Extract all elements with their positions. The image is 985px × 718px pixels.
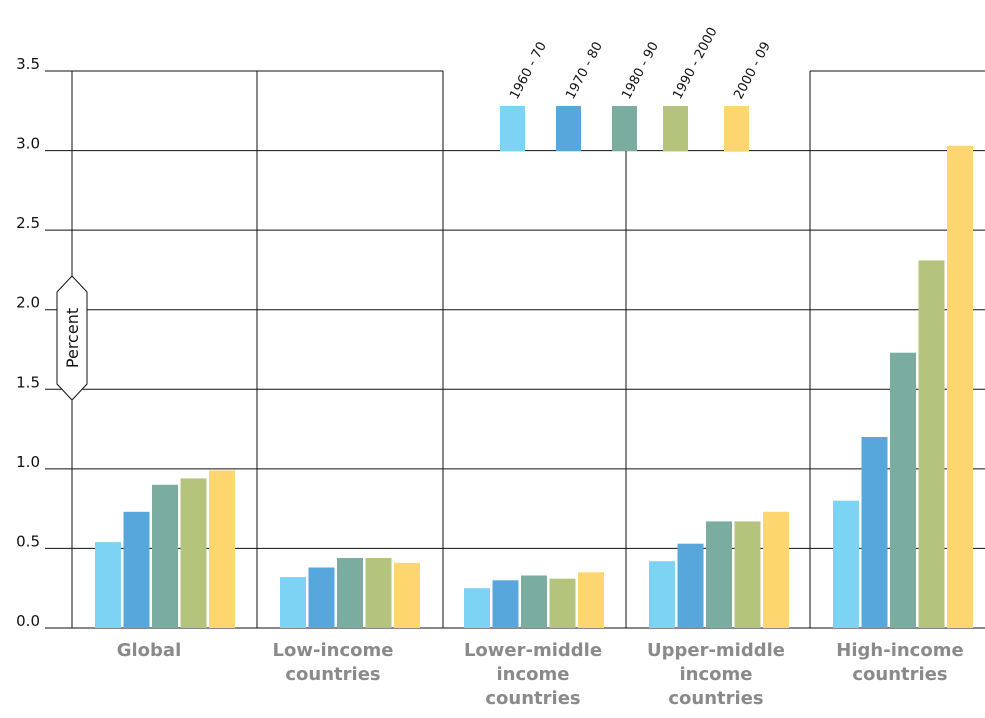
bar bbox=[394, 562, 420, 628]
category-label: Low-income bbox=[273, 640, 394, 661]
y-tick-label: 3.5 bbox=[16, 55, 40, 73]
legend-label: 1990 - 2000 bbox=[670, 25, 720, 102]
y-tick-label: 3.0 bbox=[16, 135, 40, 153]
bar bbox=[861, 437, 888, 628]
category-dividers bbox=[71, 71, 811, 628]
bar bbox=[152, 484, 178, 628]
legend-label: 2000 - 09 bbox=[731, 40, 774, 102]
bar bbox=[890, 352, 916, 628]
legend-swatch bbox=[500, 106, 525, 151]
y-tick-label: 1.5 bbox=[16, 373, 40, 391]
category-label: countries bbox=[852, 664, 947, 685]
category-label: countries bbox=[668, 688, 763, 709]
bar bbox=[337, 558, 363, 628]
bars bbox=[95, 145, 973, 629]
category-label: income bbox=[680, 664, 753, 685]
y-axis-label: Percent bbox=[63, 308, 82, 368]
bar bbox=[649, 561, 675, 628]
legend-swatch bbox=[612, 106, 637, 151]
bar bbox=[521, 575, 547, 628]
category-label: countries bbox=[285, 664, 380, 685]
bar bbox=[492, 580, 519, 628]
bar bbox=[763, 511, 789, 628]
legend: 1960 - 70 1970 - 80 1980 - 90 1990 - 2000 20… bbox=[500, 25, 774, 151]
category-label: Global bbox=[117, 640, 182, 661]
bar bbox=[947, 145, 973, 629]
bar bbox=[706, 521, 732, 628]
legend-swatch bbox=[724, 106, 749, 151]
legend-swatch bbox=[663, 106, 688, 151]
bar bbox=[209, 470, 235, 628]
bar bbox=[677, 543, 704, 628]
category-label: High-income bbox=[836, 640, 963, 661]
bar bbox=[464, 588, 490, 628]
bar bbox=[180, 478, 207, 628]
legend-label: 1970 - 80 bbox=[563, 40, 606, 102]
bar bbox=[95, 542, 121, 628]
y-tick-label: 2.5 bbox=[16, 214, 40, 232]
category-label: countries bbox=[485, 688, 580, 709]
bar bbox=[734, 521, 761, 628]
legend-label: 1960 - 70 bbox=[507, 40, 550, 102]
y-axis-ticks: 0.0 0.5 1.0 1.5 2.0 2.5 3.0 3.5 bbox=[16, 55, 40, 630]
bar bbox=[549, 578, 576, 628]
bar bbox=[308, 567, 335, 628]
category-label: income bbox=[497, 664, 570, 685]
bar bbox=[123, 511, 150, 628]
bar bbox=[280, 577, 306, 628]
category-label: Lower-middle bbox=[464, 640, 602, 661]
y-axis-label-shape bbox=[56, 275, 88, 401]
y-tick-label: 0.0 bbox=[16, 612, 40, 630]
bar bbox=[833, 500, 859, 628]
y-tick-label: 0.5 bbox=[16, 532, 40, 550]
y-tick-label: 1.0 bbox=[16, 453, 40, 471]
bar bbox=[365, 558, 392, 628]
category-label: Upper-middle bbox=[647, 640, 785, 661]
legend-swatch bbox=[556, 106, 581, 151]
category-labels: Global Low-income countries Lower-middle inc… bbox=[117, 640, 964, 709]
y-axis-label-badge: Percent bbox=[56, 275, 88, 401]
y-tick-label: 2.0 bbox=[16, 294, 40, 312]
bar bbox=[918, 260, 945, 628]
legend-label: 1980 - 90 bbox=[619, 40, 662, 102]
bar bbox=[578, 572, 604, 628]
